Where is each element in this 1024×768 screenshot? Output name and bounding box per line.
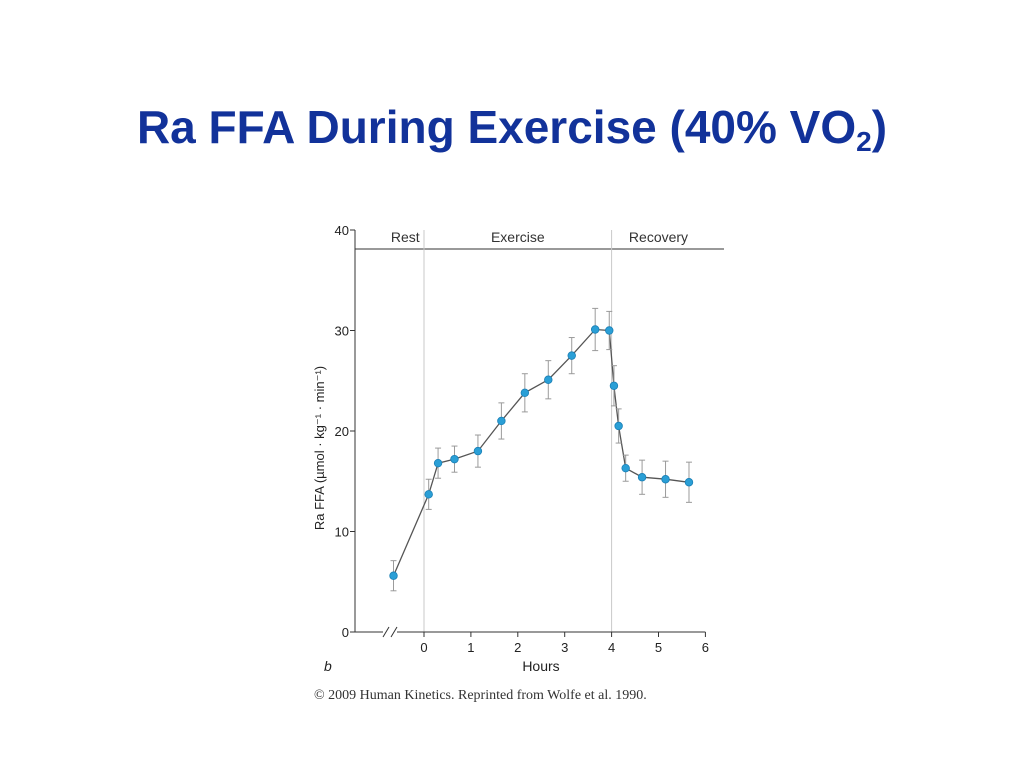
data-point (497, 416, 506, 426)
axis-break-mark (390, 626, 398, 638)
x-tick-label: 0 (420, 640, 427, 655)
credit-line: © 2009 Human Kinetics. Reprinted from Wo… (314, 688, 647, 703)
phase-label-rest: Rest (391, 229, 420, 245)
data-series (389, 307, 694, 592)
x-tick-label: 4 (608, 640, 615, 655)
title-suffix: ) (871, 101, 888, 153)
x-axis-label: Hours (522, 658, 559, 674)
phase-band: Rest Exercise Recovery (355, 229, 724, 632)
title-main: Ra FFA During Exercise (40% VO (136, 101, 857, 153)
x-tick-label: 3 (561, 640, 568, 655)
y-tick-label: 40 (335, 223, 349, 238)
panel-label: b (324, 658, 332, 674)
x-tick-label: 5 (655, 640, 662, 655)
y-axis-label: Ra FFA (µmol · kg⁻¹ · min⁻¹) (312, 366, 327, 530)
data-point (605, 326, 614, 335)
phase-label-recovery: Recovery (629, 229, 688, 245)
data-point (637, 473, 647, 482)
data-point (520, 388, 530, 398)
y-tick-label: 20 (335, 424, 349, 439)
title-subscript: 2 (856, 126, 872, 157)
chart-axes: 0 10 20 30 40 0 1 2 3 4 5 6 (335, 223, 709, 655)
data-point (473, 446, 483, 456)
slide-title: Ra FFA During Exercise (40% VO2) (0, 100, 1024, 158)
data-point (567, 351, 576, 360)
data-point (614, 421, 623, 431)
y-tick-label: 0 (342, 625, 349, 640)
data-point (433, 458, 443, 468)
axis-break-mark (382, 626, 390, 638)
x-tick-label: 1 (467, 640, 474, 655)
y-tick-label: 10 (335, 525, 349, 540)
data-point (684, 478, 694, 487)
data-point (590, 325, 600, 334)
data-point (389, 571, 398, 580)
phase-label-exercise: Exercise (491, 229, 545, 245)
data-point (544, 375, 553, 384)
data-point (450, 454, 459, 464)
data-point (661, 475, 670, 484)
data-point (609, 381, 619, 390)
data-point (424, 490, 433, 499)
x-tick-label: 6 (702, 640, 709, 655)
y-tick-label: 30 (335, 324, 349, 339)
x-tick-label: 2 (514, 640, 521, 655)
data-point (621, 463, 630, 473)
